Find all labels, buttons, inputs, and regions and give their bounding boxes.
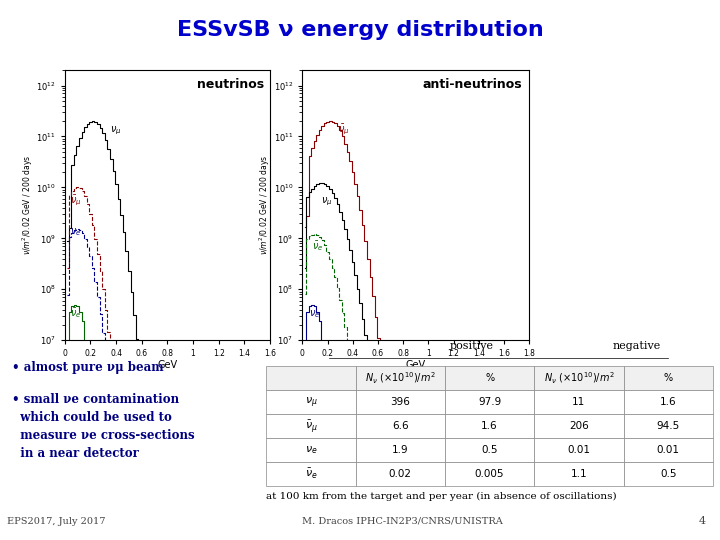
X-axis label: GeV: GeV bbox=[158, 360, 177, 369]
X-axis label: GeV: GeV bbox=[406, 360, 426, 369]
Text: • almost pure νμ beam: • almost pure νμ beam bbox=[12, 361, 164, 374]
Text: $\nu_\mu$: $\nu_\mu$ bbox=[321, 195, 333, 207]
Text: ESSvSB ν energy distribution: ESSvSB ν energy distribution bbox=[176, 19, 544, 40]
Text: at 100 km from the target and per year (in absence of oscillations): at 100 km from the target and per year (… bbox=[266, 492, 617, 501]
Text: $\bar{\nu}_\mu$: $\bar{\nu}_\mu$ bbox=[70, 193, 81, 207]
Y-axis label: $\nu/m^2/0.02$ GeV / 200 days: $\nu/m^2/0.02$ GeV / 200 days bbox=[20, 155, 35, 255]
Text: M. Dracos IPHC-IN2P3/CNRS/UNISTRA: M. Dracos IPHC-IN2P3/CNRS/UNISTRA bbox=[302, 517, 503, 525]
Text: $\bar{\nu}_e$: $\bar{\nu}_e$ bbox=[312, 240, 324, 253]
Text: negative: negative bbox=[613, 341, 661, 351]
Text: • small νe contamination
  which could be used to
  measure νe cross-sections
  : • small νe contamination which could be … bbox=[12, 393, 195, 460]
Text: $\nu_e$: $\nu_e$ bbox=[309, 308, 320, 320]
Text: $\nu_\mu$: $\nu_\mu$ bbox=[109, 125, 121, 137]
Text: 4: 4 bbox=[698, 516, 706, 526]
Text: EPS2017, July 2017: EPS2017, July 2017 bbox=[7, 517, 106, 525]
Text: positive: positive bbox=[450, 341, 494, 351]
Text: neutrinos: neutrinos bbox=[197, 78, 264, 91]
Text: $\bar{\nu}_\mu$: $\bar{\nu}_\mu$ bbox=[338, 123, 349, 137]
Y-axis label: $\nu/m^2/0.02$ GeV / 200 days: $\nu/m^2/0.02$ GeV / 200 days bbox=[258, 155, 272, 255]
Text: $\bar{\nu}_e$: $\bar{\nu}_e$ bbox=[70, 306, 81, 320]
Text: anti-neutrinos: anti-neutrinos bbox=[423, 78, 523, 91]
Text: $\nu_e$: $\nu_e$ bbox=[70, 226, 81, 238]
